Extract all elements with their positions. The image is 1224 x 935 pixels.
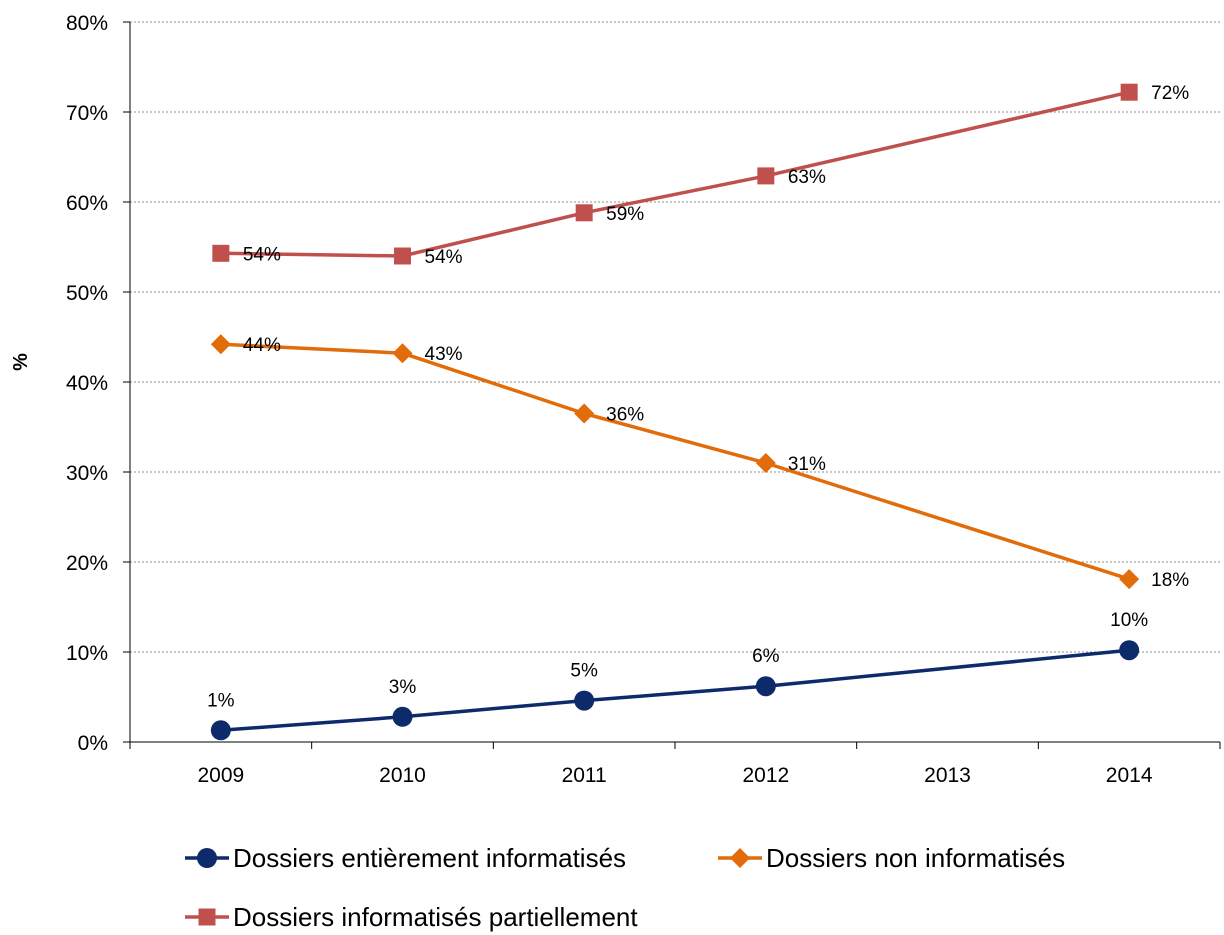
data-label: 43% <box>425 344 463 365</box>
data-label: 31% <box>788 454 826 475</box>
data-point <box>574 690 595 711</box>
y-axis-title: % <box>10 353 32 371</box>
data-point <box>757 167 775 185</box>
y-tick-label: 50% <box>66 282 108 305</box>
x-tick-label: 2014 <box>1106 764 1153 787</box>
legend-label: Dossiers entièrement informatisés <box>233 843 626 873</box>
legend-label: Dossiers non informatisés <box>766 843 1065 873</box>
series <box>210 83 1140 741</box>
data-point <box>392 343 413 364</box>
series-diamond <box>210 334 1140 590</box>
data-label: 72% <box>1151 83 1189 104</box>
data-point <box>1120 83 1138 101</box>
y-tick-label: 40% <box>66 372 108 395</box>
data-label: 63% <box>788 167 826 188</box>
data-label: 44% <box>243 335 281 356</box>
data-label: 10% <box>1110 610 1148 631</box>
data-point <box>575 204 593 222</box>
legend-label: Dossiers informatisés partiellement <box>233 902 638 932</box>
data-label: 59% <box>606 204 644 225</box>
data-label: 5% <box>570 661 598 682</box>
y-tick-label: 0% <box>78 732 108 755</box>
data-label: 6% <box>752 646 780 667</box>
x-tick-label: 2009 <box>197 764 244 787</box>
y-tick-label: 60% <box>66 192 108 215</box>
data-point <box>574 403 595 424</box>
y-tick-label: 30% <box>66 462 108 485</box>
series-line <box>220 90 1130 258</box>
legend: Dossiers entièrement informatisés Dossier… <box>185 843 1065 932</box>
legend-item: Dossiers non informatisés <box>718 843 1065 873</box>
x-tick-label: 2012 <box>742 764 789 787</box>
gridlines <box>130 21 1220 653</box>
data-point <box>1119 569 1140 590</box>
y-tick-label: 70% <box>66 102 108 125</box>
series-square <box>212 83 1138 265</box>
legend-item: Dossiers informatisés partiellement <box>185 902 638 932</box>
x-tick-label: 2010 <box>379 764 426 787</box>
series-circle <box>210 640 1140 741</box>
legend-swatch-marker <box>197 848 217 868</box>
series-line <box>220 648 1130 733</box>
data-label: 3% <box>389 677 417 698</box>
data-point <box>755 676 776 697</box>
data-point <box>394 247 411 265</box>
data-point <box>210 720 231 741</box>
y-tick-label: 80% <box>66 12 108 35</box>
data-label: 54% <box>243 244 281 265</box>
data-point <box>755 453 776 473</box>
data-label: 36% <box>606 405 644 426</box>
y-tick-label: 10% <box>66 642 108 665</box>
data-point <box>212 244 230 262</box>
data-label: 54% <box>425 247 463 268</box>
data-labels: 1% 3% 5% 6% 10% 44% 43% 36% 31% 18% 54% 54% 59% 63% 72… <box>207 83 1189 711</box>
axes: 0% 10% 20% 30% 40% 50% 60% 70% 80% 2009 2010 2011 20… <box>10 12 1221 787</box>
legend-swatch-marker <box>198 908 216 926</box>
x-tick-label: 2013 <box>924 764 971 787</box>
legend-swatch-marker <box>730 848 750 868</box>
x-tick-label: 2011 <box>562 764 607 787</box>
data-point <box>210 334 231 355</box>
data-point <box>392 706 413 727</box>
data-label: 18% <box>1151 570 1189 591</box>
legend-item: Dossiers entièrement informatisés <box>185 843 626 873</box>
y-tick-label: 20% <box>66 552 108 575</box>
data-point <box>1119 640 1140 661</box>
data-label: 1% <box>207 690 235 711</box>
series-line <box>220 342 1130 581</box>
